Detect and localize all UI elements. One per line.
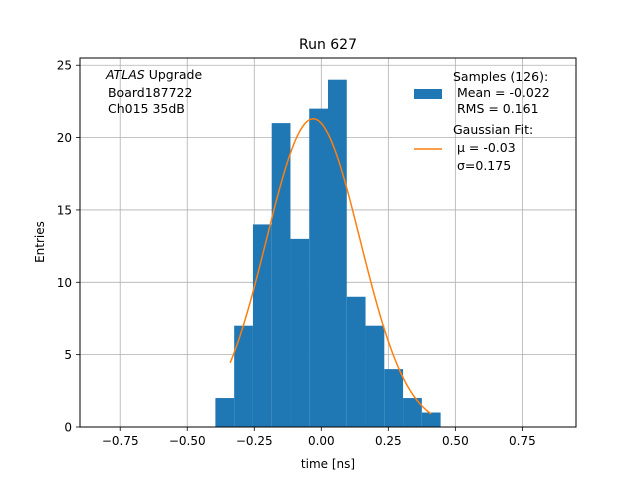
y-axis-label: Entries xyxy=(33,221,47,263)
plot-frame xyxy=(79,57,577,428)
histogram-bar-9 xyxy=(384,369,404,427)
legend: Samples (126): Mean = -0.022 RMS = 0.161… xyxy=(414,69,550,173)
histogram-bar-7 xyxy=(346,296,366,427)
annotation-upgrade-word: Upgrade xyxy=(145,67,203,82)
histogram-bar-8 xyxy=(365,325,385,427)
x-axis-label: time [ns] xyxy=(301,457,355,471)
annotation-atlas-word: ATLAS xyxy=(105,67,145,82)
histogram-bars xyxy=(215,79,441,428)
x-tick-label-1: −0.50 xyxy=(169,434,206,448)
y-tick-label-2: 10 xyxy=(57,276,72,290)
legend-samples-line-2: Mean = -0.022 xyxy=(453,85,550,100)
histogram-bar-4 xyxy=(290,238,310,427)
histogram-bar-5 xyxy=(309,108,328,427)
histogram-bar-3 xyxy=(271,123,291,427)
x-tick-label-5: 0.50 xyxy=(442,434,469,448)
y-tick-label-3: 15 xyxy=(57,203,72,217)
legend-fit-line-1: Gaussian Fit: xyxy=(453,122,533,137)
y-tick-label-4: 20 xyxy=(57,131,72,145)
x-tick-label-3: 0.00 xyxy=(308,434,335,448)
annotation-line-3: Ch015 35dB xyxy=(104,101,185,116)
x-tick-label-0: −0.75 xyxy=(102,434,139,448)
gaussian-fit-line xyxy=(229,118,432,415)
y-tick-label-5: 25 xyxy=(57,59,72,73)
legend-fit-line-3: σ=0.175 xyxy=(453,158,511,173)
x-tick-label-6: 0.75 xyxy=(509,434,536,448)
annotation-line-2: Board187722 xyxy=(104,85,192,100)
legend-fit-line-2: μ = -0.03 xyxy=(453,140,516,155)
y-tick-label-1: 5 xyxy=(64,348,72,362)
x-axis-ticks: −0.75 −0.50 −0.25 0.00 0.25 0.50 0.75 xyxy=(102,427,536,448)
legend-samples-line-3: RMS = 0.161 xyxy=(453,101,539,116)
annotation-line-1: ATLAS Upgrade xyxy=(105,67,202,82)
histogram-bar-6 xyxy=(328,79,347,428)
histogram-bar-1 xyxy=(234,325,253,427)
y-axis-ticks: 0 5 10 15 20 25 xyxy=(57,59,80,435)
histogram-bar-10 xyxy=(403,398,422,427)
legend-samples-swatch xyxy=(414,89,442,99)
grid-lines xyxy=(80,58,576,428)
legend-samples-line-1: Samples (126): xyxy=(453,69,548,84)
x-tick-label-4: 0.25 xyxy=(375,434,402,448)
x-tick-label-2: −0.25 xyxy=(236,434,273,448)
histogram-bar-11 xyxy=(421,412,441,427)
histogram-bar-0 xyxy=(215,398,235,427)
chart-title: Run 627 xyxy=(299,37,357,53)
y-tick-label-0: 0 xyxy=(64,421,72,435)
annotation-box: ATLAS Upgrade Board187722 Ch015 35dB xyxy=(104,67,202,116)
